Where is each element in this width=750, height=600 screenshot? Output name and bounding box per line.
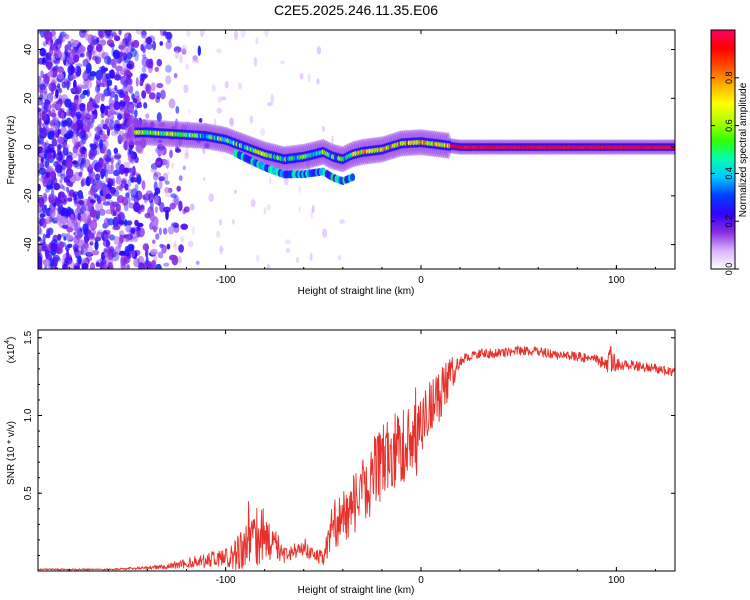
colorbar-label: Normalized spectral amplitude [738,82,749,217]
spectrogram-x-tick-label: 0 [418,275,424,286]
snr-y-tick-label: 0.5 [23,486,34,500]
spectrogram-x-tick-label: 100 [608,275,625,286]
spectrogram-axes: -100 0 100 -40 -20 0 20 40 [23,30,675,286]
snr-y-tick-label: 1.0 [23,408,34,422]
spectrogram-y-tick-label: -20 [23,188,34,203]
snr-plot-area [38,345,675,571]
spectrogram-heatmap [38,30,675,269]
spectrogram-y-tick-label: 20 [23,92,34,104]
spectrogram-y-tick-label: 0 [23,144,34,150]
spectrogram-y-tick-label: -40 [23,237,34,252]
spectrogram-y-axis-label: Frequency (Hz) [6,116,17,185]
snr-scale-factor: (x104) [4,337,17,364]
snr-scale-base: (x10 [6,343,17,363]
spectrogram-frame [37,29,676,270]
spectrogram-y-tick-label: 40 [23,44,34,56]
colorbar-tick-label: 0.0 [724,263,734,276]
spectrogram-x-tick-label: -100 [216,275,236,286]
colorbar-tick-label: 0.8 [724,72,734,85]
colorbar-ticks: 0.0 0.2 0.4 0.6 0.8 [711,72,739,276]
colorbar-tick-label: 0.6 [724,119,734,132]
snr-frame [37,329,676,572]
svg-text:(x104): (x104) [4,337,17,364]
snr-series-line [38,345,675,571]
snr-x-tick-label: 0 [418,575,424,586]
snr-axes: -100 0 100 0.5 1.0 1.5 [23,330,675,586]
figure-title: C2E5.2025.246.11.35.E06 [274,2,438,18]
snr-scale-exponent: 4 [4,340,11,344]
spectrogram-x-axis-label: Height of straight line (km) [298,286,415,297]
colorbar-tick-label: 0.4 [724,167,734,180]
snr-x-tick-label: -100 [216,575,236,586]
colorbar-tick-label: 0.2 [724,215,734,228]
snr-x-tick-label: 100 [608,575,625,586]
snr-x-axis-label: Height of straight line (km) [298,585,415,596]
colorbar [710,29,736,270]
snr-y-tick-label: 1.5 [23,330,34,344]
snr-y-axis-label: SNR (10 * v/v) [6,421,17,485]
